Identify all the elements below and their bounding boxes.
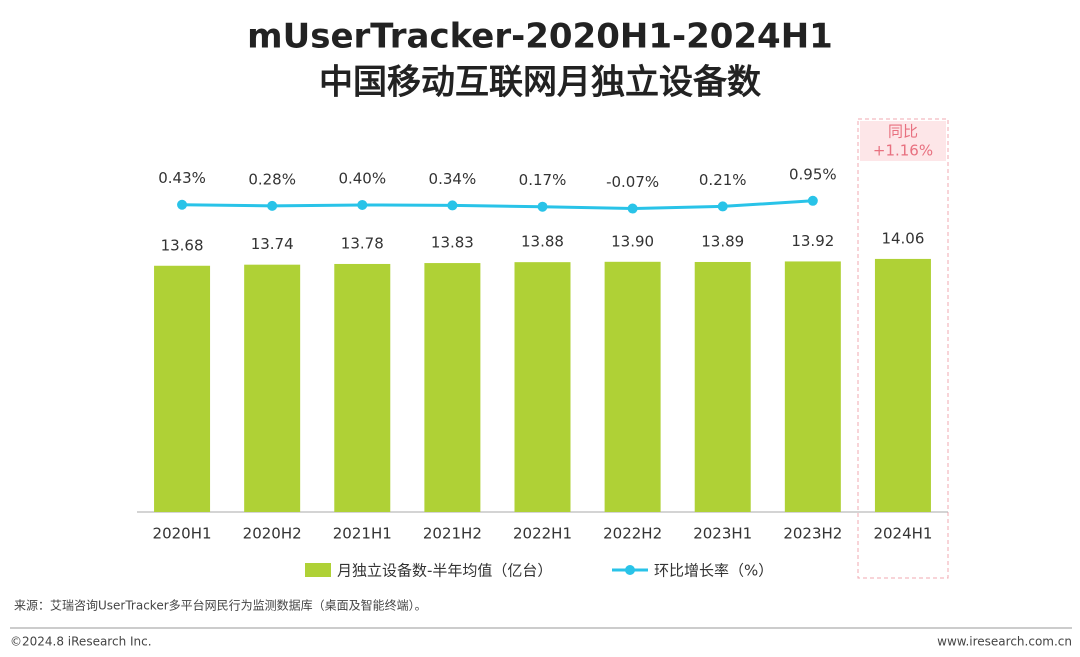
legend-label: 环比增长率（%） xyxy=(654,562,773,580)
footer-left: ©2024.8 iResearch Inc. xyxy=(10,635,152,649)
line-point xyxy=(717,201,728,212)
x-tick-label: 2023H2 xyxy=(783,525,842,543)
data-label: 13.92 xyxy=(791,232,834,250)
bar xyxy=(154,265,211,512)
data-label: 0.34% xyxy=(429,170,477,188)
data-label: 0.28% xyxy=(248,170,296,188)
line xyxy=(182,199,813,211)
chart-subtitle: 中国移动互联网月独立设备数 xyxy=(319,63,761,103)
data-label: 13.78 xyxy=(341,234,384,252)
data-label: 0.43% xyxy=(158,169,206,187)
source: 来源：艾瑞咨询UserTracker多平台网民行为监测数据库（桌面及智能终端）。 xyxy=(14,598,427,613)
annotation-box xyxy=(860,121,946,161)
bar xyxy=(244,264,301,512)
legend-swatch xyxy=(625,565,635,575)
bar xyxy=(604,261,661,512)
line-point xyxy=(537,201,548,212)
data-label: -0.07% xyxy=(606,173,659,191)
data-label: 13.89 xyxy=(701,232,744,250)
x-tick-label: 2022H1 xyxy=(513,525,572,543)
data-label: 13.83 xyxy=(431,234,474,252)
line-point xyxy=(267,200,278,211)
annotation: +1.16% xyxy=(873,142,933,160)
bar xyxy=(694,261,751,512)
x-tick-label: 2023H1 xyxy=(693,525,752,543)
legend-label: 月独立设备数-半年均值（亿台） xyxy=(337,562,552,580)
x-tick-label: 2022H2 xyxy=(603,525,662,543)
bar xyxy=(784,261,841,512)
line-point xyxy=(807,195,818,206)
footer-right: www.iresearch.com.cn xyxy=(937,635,1072,649)
data-label: 0.17% xyxy=(519,171,567,189)
chart-title: mUserTracker-2020H1-2024H1 xyxy=(247,17,833,57)
data-label: 14.06 xyxy=(881,229,924,247)
x-tick-label: 2024H1 xyxy=(873,525,932,543)
bar xyxy=(514,262,571,512)
data-label: 13.74 xyxy=(251,235,294,253)
data-label: 0.95% xyxy=(789,165,837,183)
highlight-box xyxy=(857,118,949,579)
bar xyxy=(334,263,391,512)
data-label: 13.68 xyxy=(161,236,204,254)
annotation: 同比 xyxy=(888,123,918,141)
data-label: 0.40% xyxy=(338,169,386,187)
line-point xyxy=(357,199,368,210)
data-label: 0.21% xyxy=(699,171,747,189)
x-tick-label: 2020H1 xyxy=(153,525,212,543)
legend-swatch xyxy=(305,563,331,577)
line-point xyxy=(177,199,188,210)
x-tick-label: 2021H1 xyxy=(333,525,392,543)
line-point xyxy=(447,200,458,211)
data-label: 13.90 xyxy=(611,232,654,250)
x-tick-label: 2020H2 xyxy=(243,525,302,543)
bar xyxy=(874,258,931,512)
line-point xyxy=(627,203,638,214)
x-tick-label: 2021H2 xyxy=(423,525,482,543)
data-label: 13.88 xyxy=(521,233,564,251)
bar xyxy=(424,263,481,512)
